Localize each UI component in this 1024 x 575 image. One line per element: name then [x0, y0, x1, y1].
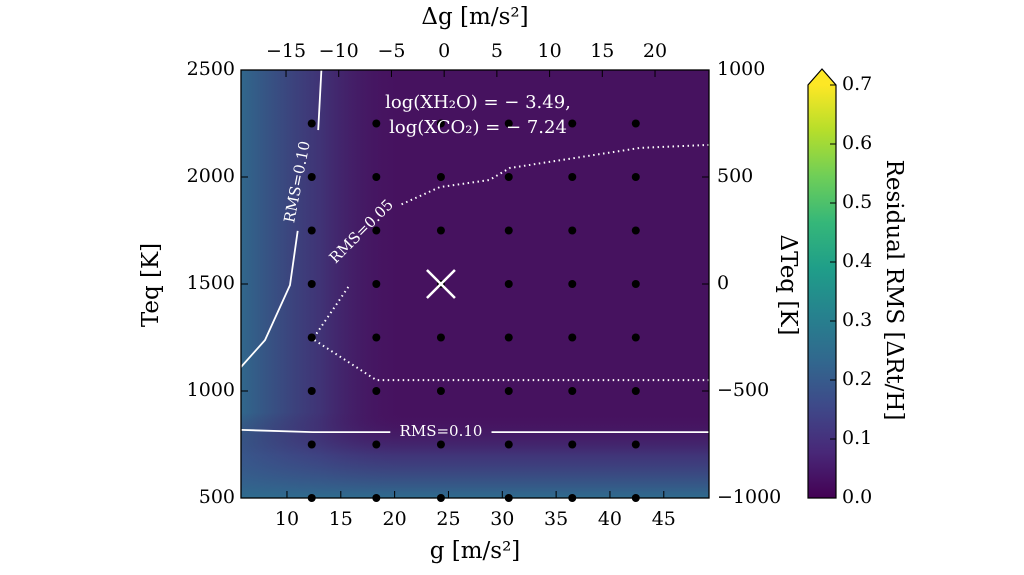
grid-point — [568, 226, 577, 235]
colorbar-tick-label: 0.2 — [842, 368, 872, 390]
y-tick-label: 1500 — [187, 272, 235, 294]
colorbar-tick-label: 0.6 — [842, 132, 872, 154]
grid-point — [631, 280, 640, 288]
grid-point — [436, 226, 445, 235]
x2-tick-label: −15 — [266, 40, 306, 62]
x-tick-label: 35 — [544, 508, 568, 530]
grid-point — [504, 387, 513, 395]
y-tick-label: 2000 — [187, 165, 235, 187]
grid-point — [436, 119, 445, 128]
x-tick-label: 15 — [329, 508, 353, 530]
grid-point — [631, 333, 640, 342]
y-tick-label: 1000 — [187, 379, 235, 401]
y2-tick-label: −500 — [717, 379, 769, 401]
grid-point — [307, 119, 316, 128]
grid-point — [631, 440, 640, 449]
grid-point — [504, 226, 513, 235]
x-tick-label: 10 — [275, 508, 299, 530]
colorbar-extend — [808, 69, 836, 85]
x2-tick-label: 15 — [590, 40, 614, 62]
grid-point — [631, 173, 640, 181]
grid-point — [504, 440, 513, 449]
grid-point — [568, 280, 577, 288]
grid-point — [307, 226, 316, 235]
x-tick-label: 25 — [436, 508, 460, 530]
best-fit-marker — [426, 269, 456, 299]
grid-point — [372, 280, 381, 288]
y2-tick-label: 0 — [717, 272, 729, 294]
grid-point — [568, 387, 577, 395]
colorbar-tick-label: 0.3 — [842, 309, 872, 331]
x-tick-label: 20 — [383, 508, 407, 530]
grid-point — [504, 280, 513, 288]
x2-tick-label: 10 — [537, 40, 561, 62]
grid-point — [504, 173, 513, 181]
grid-point — [631, 119, 640, 128]
grid-point — [372, 387, 381, 395]
best-fit-stroke — [426, 269, 456, 299]
contour-line — [240, 69, 323, 368]
annotation: log(XH₂O) = − 3.49, — [385, 92, 571, 113]
grid-point — [568, 173, 577, 181]
grid-point — [504, 333, 513, 342]
grid-point — [372, 173, 381, 181]
grid-point — [372, 440, 381, 449]
contour-line — [240, 429, 709, 433]
grid-point — [631, 226, 640, 235]
x-tick-label: 30 — [490, 508, 514, 530]
colorbar-tick-label: 0.4 — [842, 250, 872, 272]
colorbar-tick-label: 0.5 — [842, 191, 872, 213]
x-tick-label: 40 — [598, 508, 622, 530]
colorbar — [808, 85, 836, 498]
y-tick-label: 500 — [199, 486, 235, 508]
grid-point — [307, 173, 316, 181]
grid-point — [568, 119, 577, 128]
grid-point — [568, 440, 577, 449]
colorbar-tick-label: 0.7 — [842, 73, 872, 95]
grid-point — [372, 226, 381, 235]
grid-point — [372, 119, 381, 128]
y-tick-label: 2500 — [187, 58, 235, 80]
grid-point — [568, 333, 577, 342]
x-axis-label: g [m/s²] — [430, 538, 521, 564]
x2-tick-label: −5 — [377, 40, 405, 62]
grid-point — [307, 440, 316, 449]
grid-point — [504, 119, 513, 128]
grid-point — [436, 173, 445, 181]
contour-label: RMS=0.10 — [400, 422, 483, 440]
colorbar-label: Residual RMS [ΔRt/H] — [881, 160, 907, 421]
x2-tick-label: 0 — [438, 40, 450, 62]
y2-tick-label: 1000 — [717, 58, 765, 80]
grid-point — [436, 333, 445, 342]
grid-point — [307, 333, 316, 342]
y-axis-label: Teq [K] — [138, 243, 164, 327]
grid-point — [307, 387, 316, 395]
grid-point — [436, 440, 445, 449]
y2-tick-label: 500 — [717, 165, 753, 187]
grid-point — [631, 387, 640, 395]
x-tick-label: 45 — [652, 508, 676, 530]
x2-tick-label: 20 — [643, 40, 667, 62]
colorbar-tick-label: 0.1 — [842, 427, 872, 449]
grid-point — [436, 387, 445, 395]
x2-tick-label: 5 — [491, 40, 503, 62]
heatmap-shading — [241, 70, 709, 498]
grid-point — [372, 333, 381, 342]
y2-tick-label: −1000 — [717, 486, 781, 508]
annotation: log(XCO₂) = − 7.24 — [389, 117, 567, 138]
colorbar-tick-label: 0.0 — [842, 486, 872, 508]
grid-point — [307, 280, 316, 288]
x2-axis-label: Δg [m/s²] — [421, 4, 528, 30]
x2-tick-label: −10 — [319, 40, 359, 62]
contour-line — [311, 143, 710, 382]
y2-axis-label: ΔTeq [K] — [775, 235, 801, 336]
